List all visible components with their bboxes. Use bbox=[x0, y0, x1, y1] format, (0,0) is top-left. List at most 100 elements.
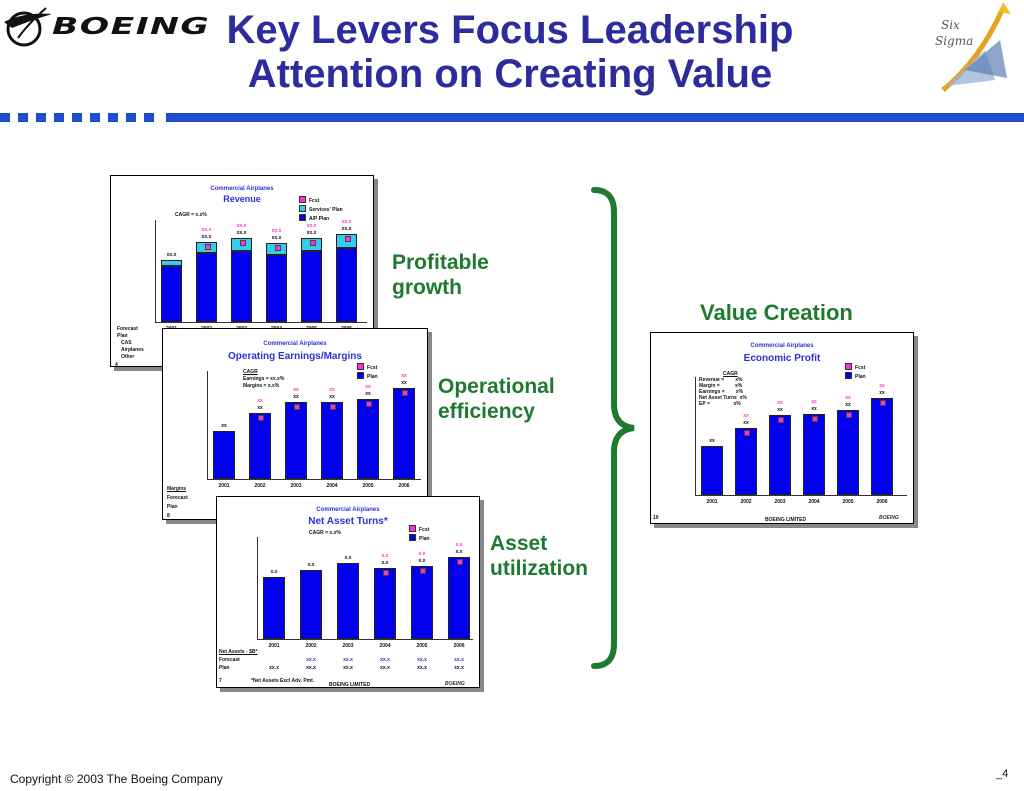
y-axis bbox=[257, 537, 258, 639]
dash bbox=[72, 113, 82, 122]
data-label: xx.x bbox=[341, 226, 352, 233]
page-number: _4 bbox=[996, 768, 1009, 780]
chart-title: Operating Earnings/Margins bbox=[228, 351, 362, 362]
bar bbox=[411, 566, 433, 639]
dash bbox=[36, 113, 46, 122]
table-cell: xx.x bbox=[380, 657, 390, 663]
x-axis bbox=[207, 479, 421, 480]
forecast-label: xx bbox=[365, 383, 371, 390]
table-cell: xx.x bbox=[454, 657, 464, 663]
header-rule bbox=[166, 113, 1024, 122]
slide-page-number: 10 bbox=[653, 515, 659, 521]
bar bbox=[213, 431, 235, 479]
forecast-label: xx bbox=[743, 413, 749, 420]
bar bbox=[300, 569, 322, 639]
table-cell: xx.x bbox=[454, 665, 464, 671]
six-sigma-logo: Six Sigma bbox=[925, 0, 1017, 100]
forecast-label: xx.x bbox=[201, 227, 212, 234]
data-label: xx.x bbox=[271, 235, 282, 242]
bar bbox=[735, 428, 757, 495]
x-tick-label: 2003 bbox=[774, 499, 786, 505]
data-label: xx bbox=[293, 394, 299, 401]
data-label: x.x bbox=[270, 568, 278, 575]
x-tick-label: 2005 bbox=[362, 483, 374, 489]
chart-footnote: Forecast Plan CAS Airplanes Other bbox=[117, 326, 144, 360]
data-label: xx.x bbox=[201, 234, 212, 241]
chart-legend: Fcst Plan bbox=[845, 363, 866, 381]
bar-segment bbox=[161, 259, 182, 266]
chart-title: Economic Profit bbox=[743, 353, 821, 364]
forecast-marker bbox=[812, 415, 818, 422]
legend-item: Services' Plan bbox=[299, 205, 343, 214]
forecast-marker bbox=[309, 240, 316, 247]
data-label: xx bbox=[221, 423, 227, 429]
x-tick-label: 2001 bbox=[218, 483, 230, 489]
legend-item: A/P Plan bbox=[299, 214, 343, 223]
dash bbox=[18, 113, 28, 122]
x-tick-label: 2001 bbox=[706, 499, 718, 505]
forecast-label: x.x bbox=[381, 552, 389, 559]
bar bbox=[336, 247, 357, 322]
x-tick-label: 2002 bbox=[305, 643, 317, 649]
forecast-marker bbox=[366, 400, 372, 407]
dash bbox=[0, 113, 10, 122]
bar bbox=[321, 402, 343, 479]
legend-item: Fcst bbox=[299, 196, 343, 205]
chart-note: CAGR = x.x% bbox=[175, 212, 207, 218]
chart-title: Revenue bbox=[223, 194, 261, 204]
x-axis bbox=[257, 639, 473, 640]
legend-item: Fcst bbox=[409, 525, 430, 534]
x-tick-label: 2003 bbox=[342, 643, 354, 649]
data-label: x.x bbox=[307, 561, 315, 568]
forecast-marker bbox=[258, 415, 264, 421]
forecast-marker bbox=[402, 389, 408, 396]
data-label: xx bbox=[879, 389, 885, 396]
chart-footnote: Margins Forecast Plan bbox=[167, 486, 188, 510]
chart-title: Net Asset Turns* bbox=[308, 516, 388, 527]
forecast-marker bbox=[383, 569, 389, 576]
bar bbox=[837, 409, 859, 495]
x-tick-label: 2004 bbox=[379, 643, 391, 649]
legend-item: Fcst bbox=[357, 363, 378, 372]
forecast-label: xx bbox=[777, 400, 783, 407]
forecast-label: xx.x bbox=[341, 219, 352, 226]
dash bbox=[144, 113, 154, 122]
bar bbox=[374, 567, 396, 639]
bar bbox=[337, 563, 359, 639]
six-sigma-text-sigma: Sigma bbox=[935, 34, 974, 48]
data-label: xx bbox=[329, 394, 335, 401]
data-label: xx.x bbox=[166, 251, 177, 258]
net-assets-table: Forecast xx.x xx.x xx.x xx.x xx.x Plan xx.x xx.x… bbox=[217, 497, 479, 687]
asset-utilization-label: Asset utilization bbox=[490, 532, 588, 580]
earnings-chart-slide: Commercial Airplanes Operating Earnings/… bbox=[162, 328, 428, 520]
chart-supertitle: Commercial Airplanes bbox=[210, 186, 274, 192]
boeing-wordmark: BOEING bbox=[52, 14, 211, 40]
bar bbox=[266, 254, 287, 322]
bar bbox=[803, 413, 825, 495]
data-label: xx.x bbox=[236, 230, 247, 237]
forecast-marker bbox=[344, 236, 351, 243]
table-cell: xx.x bbox=[269, 665, 279, 671]
x-tick-label: 2006 bbox=[398, 483, 410, 489]
profitable-growth-label: Profitable growth bbox=[392, 251, 489, 299]
bar bbox=[769, 415, 791, 495]
forecast-marker bbox=[239, 240, 246, 247]
chart-legend: Fcst Services' Plan A/P Plan bbox=[299, 196, 343, 223]
bar bbox=[196, 252, 217, 322]
forecast-marker bbox=[204, 244, 211, 251]
bar bbox=[263, 576, 285, 639]
bar bbox=[393, 387, 415, 479]
six-sigma-text-six: Six bbox=[941, 18, 960, 32]
bar bbox=[285, 402, 307, 479]
forecast-label: xx bbox=[845, 394, 851, 401]
data-label: xx bbox=[811, 405, 817, 412]
chart-supertitle: Commercial Airplanes bbox=[263, 341, 327, 347]
curly-brace bbox=[591, 187, 635, 669]
data-label: xx bbox=[365, 390, 371, 397]
data-label: xx bbox=[777, 407, 783, 414]
x-tick-label: 2004 bbox=[326, 483, 338, 489]
forecast-label: xx bbox=[879, 382, 885, 389]
x-tick-label: 2006 bbox=[876, 499, 888, 505]
data-label: x.x bbox=[381, 559, 389, 566]
forecast-marker bbox=[420, 568, 426, 575]
